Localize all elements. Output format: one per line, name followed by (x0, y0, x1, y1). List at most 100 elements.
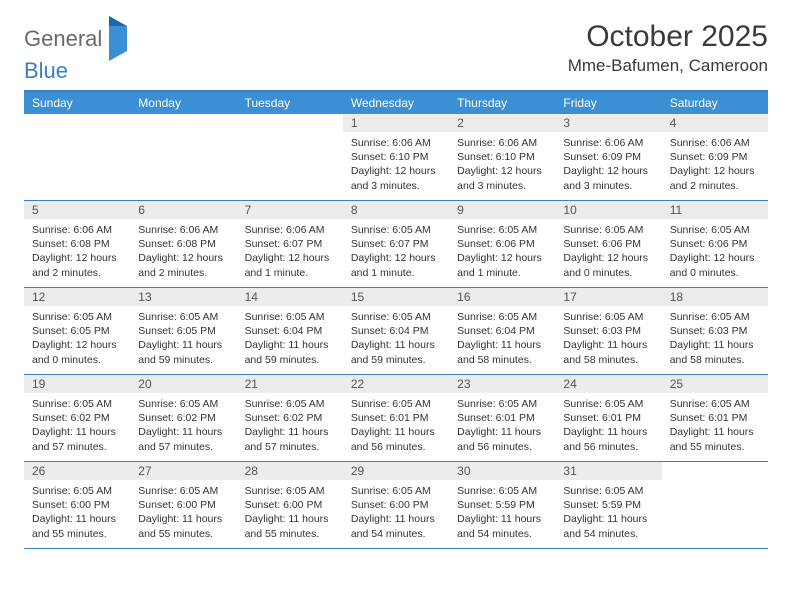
calendar-cell: 28Sunrise: 6:05 AMSunset: 6:00 PMDayligh… (237, 462, 343, 548)
calendar-cell: 25Sunrise: 6:05 AMSunset: 6:01 PMDayligh… (662, 375, 768, 461)
day-details: Sunrise: 6:06 AMSunset: 6:09 PMDaylight:… (662, 132, 768, 199)
calendar-cell: 10Sunrise: 6:05 AMSunset: 6:06 PMDayligh… (555, 201, 661, 287)
day-details: Sunrise: 6:05 AMSunset: 6:05 PMDaylight:… (24, 306, 130, 373)
day-number: 15 (343, 288, 449, 306)
day-details: Sunrise: 6:05 AMSunset: 5:59 PMDaylight:… (555, 480, 661, 547)
logo: General (24, 26, 129, 52)
day-details: Sunrise: 6:06 AMSunset: 6:09 PMDaylight:… (555, 132, 661, 199)
calendar-cell: 1Sunrise: 6:06 AMSunset: 6:10 PMDaylight… (343, 114, 449, 200)
calendar-cell: 27Sunrise: 6:05 AMSunset: 6:00 PMDayligh… (130, 462, 236, 548)
calendar-cell: 31Sunrise: 6:05 AMSunset: 5:59 PMDayligh… (555, 462, 661, 548)
calendar-week-row: 12Sunrise: 6:05 AMSunset: 6:05 PMDayligh… (24, 288, 768, 375)
day-details: Sunrise: 6:05 AMSunset: 6:01 PMDaylight:… (555, 393, 661, 460)
day-details: Sunrise: 6:05 AMSunset: 6:00 PMDaylight:… (130, 480, 236, 547)
day-number: 17 (555, 288, 661, 306)
month-title: October 2025 (568, 20, 768, 54)
day-number: 13 (130, 288, 236, 306)
calendar-cell: 14Sunrise: 6:05 AMSunset: 6:04 PMDayligh… (237, 288, 343, 374)
day-number: 22 (343, 375, 449, 393)
day-details: Sunrise: 6:06 AMSunset: 6:08 PMDaylight:… (130, 219, 236, 286)
calendar-cell (24, 114, 130, 200)
calendar-cell: 19Sunrise: 6:05 AMSunset: 6:02 PMDayligh… (24, 375, 130, 461)
day-details: Sunrise: 6:06 AMSunset: 6:10 PMDaylight:… (343, 132, 449, 199)
day-details: Sunrise: 6:05 AMSunset: 6:01 PMDaylight:… (449, 393, 555, 460)
day-details: Sunrise: 6:05 AMSunset: 6:01 PMDaylight:… (662, 393, 768, 460)
day-number: 14 (237, 288, 343, 306)
day-details: Sunrise: 6:06 AMSunset: 6:10 PMDaylight:… (449, 132, 555, 199)
weeks-container: 1Sunrise: 6:06 AMSunset: 6:10 PMDaylight… (24, 114, 768, 549)
day-number: 31 (555, 462, 661, 480)
calendar-cell: 15Sunrise: 6:05 AMSunset: 6:04 PMDayligh… (343, 288, 449, 374)
day-details: Sunrise: 6:05 AMSunset: 6:06 PMDaylight:… (449, 219, 555, 286)
calendar-cell: 8Sunrise: 6:05 AMSunset: 6:07 PMDaylight… (343, 201, 449, 287)
logo-text-general: General (24, 26, 102, 52)
location-label: Mme-Bafumen, Cameroon (568, 56, 768, 76)
day-number: 30 (449, 462, 555, 480)
weekday-header-row: Sunday Monday Tuesday Wednesday Thursday… (24, 92, 768, 114)
day-number: 11 (662, 201, 768, 219)
calendar-week-row: 5Sunrise: 6:06 AMSunset: 6:08 PMDaylight… (24, 201, 768, 288)
day-number: 28 (237, 462, 343, 480)
day-number: 24 (555, 375, 661, 393)
day-number: 21 (237, 375, 343, 393)
day-details: Sunrise: 6:05 AMSunset: 6:03 PMDaylight:… (662, 306, 768, 373)
day-number (24, 114, 130, 132)
day-details: Sunrise: 6:05 AMSunset: 6:00 PMDaylight:… (343, 480, 449, 547)
weekday-header: Wednesday (343, 92, 449, 114)
calendar-cell: 13Sunrise: 6:05 AMSunset: 6:05 PMDayligh… (130, 288, 236, 374)
logo-text-blue: Blue (24, 58, 68, 84)
day-number: 8 (343, 201, 449, 219)
weekday-header: Thursday (449, 92, 555, 114)
day-details: Sunrise: 6:05 AMSunset: 6:02 PMDaylight:… (130, 393, 236, 460)
day-number: 29 (343, 462, 449, 480)
day-number: 27 (130, 462, 236, 480)
weekday-header: Friday (555, 92, 661, 114)
day-number: 2 (449, 114, 555, 132)
calendar-cell (237, 114, 343, 200)
calendar-cell: 12Sunrise: 6:05 AMSunset: 6:05 PMDayligh… (24, 288, 130, 374)
day-details: Sunrise: 6:05 AMSunset: 6:02 PMDaylight:… (24, 393, 130, 460)
day-number: 3 (555, 114, 661, 132)
day-details: Sunrise: 6:05 AMSunset: 6:06 PMDaylight:… (662, 219, 768, 286)
calendar: Sunday Monday Tuesday Wednesday Thursday… (24, 90, 768, 549)
calendar-cell: 4Sunrise: 6:06 AMSunset: 6:09 PMDaylight… (662, 114, 768, 200)
day-details: Sunrise: 6:05 AMSunset: 6:00 PMDaylight:… (24, 480, 130, 547)
calendar-cell: 23Sunrise: 6:05 AMSunset: 6:01 PMDayligh… (449, 375, 555, 461)
calendar-week-row: 26Sunrise: 6:05 AMSunset: 6:00 PMDayligh… (24, 462, 768, 549)
calendar-cell: 30Sunrise: 6:05 AMSunset: 5:59 PMDayligh… (449, 462, 555, 548)
weekday-header: Tuesday (237, 92, 343, 114)
calendar-cell: 6Sunrise: 6:06 AMSunset: 6:08 PMDaylight… (130, 201, 236, 287)
weekday-header: Saturday (662, 92, 768, 114)
day-number: 7 (237, 201, 343, 219)
day-details: Sunrise: 6:05 AMSunset: 6:04 PMDaylight:… (449, 306, 555, 373)
calendar-cell: 17Sunrise: 6:05 AMSunset: 6:03 PMDayligh… (555, 288, 661, 374)
day-details: Sunrise: 6:05 AMSunset: 5:59 PMDaylight:… (449, 480, 555, 547)
day-number: 5 (24, 201, 130, 219)
day-number (237, 114, 343, 132)
day-details: Sunrise: 6:05 AMSunset: 6:04 PMDaylight:… (237, 306, 343, 373)
day-number: 18 (662, 288, 768, 306)
calendar-cell: 18Sunrise: 6:05 AMSunset: 6:03 PMDayligh… (662, 288, 768, 374)
calendar-cell: 7Sunrise: 6:06 AMSunset: 6:07 PMDaylight… (237, 201, 343, 287)
calendar-cell: 24Sunrise: 6:05 AMSunset: 6:01 PMDayligh… (555, 375, 661, 461)
calendar-cell: 2Sunrise: 6:06 AMSunset: 6:10 PMDaylight… (449, 114, 555, 200)
day-number: 19 (24, 375, 130, 393)
day-details: Sunrise: 6:05 AMSunset: 6:07 PMDaylight:… (343, 219, 449, 286)
calendar-cell: 9Sunrise: 6:05 AMSunset: 6:06 PMDaylight… (449, 201, 555, 287)
day-details: Sunrise: 6:06 AMSunset: 6:08 PMDaylight:… (24, 219, 130, 286)
weekday-header: Sunday (24, 92, 130, 114)
calendar-cell: 11Sunrise: 6:05 AMSunset: 6:06 PMDayligh… (662, 201, 768, 287)
calendar-cell: 5Sunrise: 6:06 AMSunset: 6:08 PMDaylight… (24, 201, 130, 287)
day-details: Sunrise: 6:05 AMSunset: 6:03 PMDaylight:… (555, 306, 661, 373)
day-number: 6 (130, 201, 236, 219)
day-details: Sunrise: 6:05 AMSunset: 6:02 PMDaylight:… (237, 393, 343, 460)
calendar-cell: 22Sunrise: 6:05 AMSunset: 6:01 PMDayligh… (343, 375, 449, 461)
day-number: 16 (449, 288, 555, 306)
day-number: 1 (343, 114, 449, 132)
day-number (130, 114, 236, 132)
day-number: 9 (449, 201, 555, 219)
day-details: Sunrise: 6:05 AMSunset: 6:05 PMDaylight:… (130, 306, 236, 373)
calendar-week-row: 1Sunrise: 6:06 AMSunset: 6:10 PMDaylight… (24, 114, 768, 201)
day-number: 10 (555, 201, 661, 219)
day-number (662, 462, 768, 480)
